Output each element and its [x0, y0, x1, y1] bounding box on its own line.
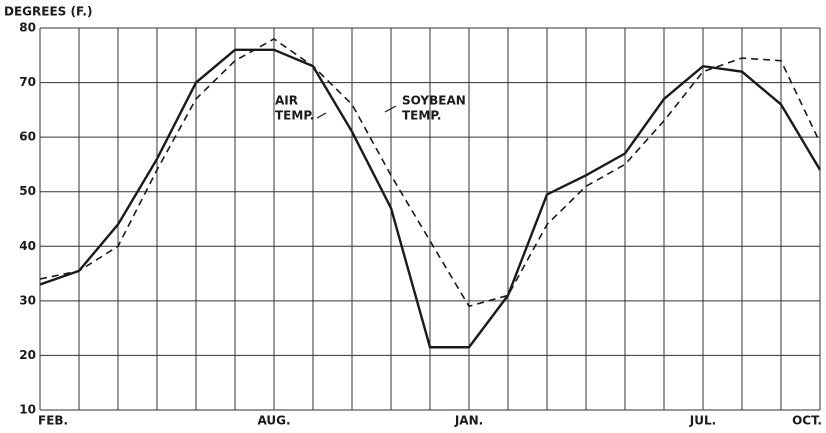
y-tick-label: 80 [19, 21, 36, 35]
annotation: TEMP. [402, 109, 441, 123]
annotation: AIR [275, 94, 298, 108]
y-tick-label: 60 [19, 130, 36, 144]
y-axis-label: DEGREES (F.) [4, 5, 92, 19]
line [39, 48, 822, 349]
y-tick-label: 70 [19, 75, 36, 89]
x-tick-label: JUL. [689, 414, 716, 428]
y-tick-label: 30 [19, 293, 36, 307]
y-tick-label: 40 [19, 239, 36, 253]
annotation-pointer [384, 105, 397, 113]
annotation: SOYBEAN [402, 94, 466, 108]
annotation: TEMP. [275, 109, 314, 123]
annotation-pointer [316, 112, 327, 119]
x-tick-label: FEB. [38, 414, 68, 428]
line [39, 37, 821, 308]
x-tick-label: JAN. [454, 414, 483, 428]
y-tick-label: 50 [19, 184, 36, 198]
y-tick-label: 20 [19, 348, 36, 362]
y-tick-label: 10 [19, 403, 36, 417]
x-tick-label: AUG. [257, 414, 290, 428]
x-tick-label: OCT. [792, 414, 822, 428]
